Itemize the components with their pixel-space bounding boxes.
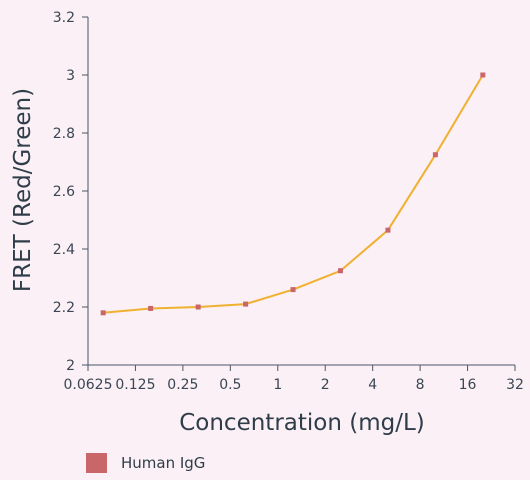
data-point (337, 268, 343, 274)
y-tick-label: 2 (66, 358, 75, 374)
y-axis-ticks: 2 2.2 2.4 2.6 2.8 3 3.2 (53, 10, 88, 374)
series-line (103, 74, 484, 314)
legend-swatch (86, 453, 107, 473)
x-tick-label: 1 (273, 377, 282, 393)
data-point (195, 304, 201, 310)
y-axis-title: FRET (Red/Green) (10, 88, 36, 292)
y-tick-label: 2.4 (53, 242, 75, 258)
x-axis-ticks: 0.0625 0.125 0.25 0.5 1 2 4 8 16 32 (64, 365, 524, 393)
data-point (243, 301, 249, 307)
x-tick-label: 2 (321, 377, 330, 393)
y-tick-label: 3.2 (53, 10, 75, 26)
x-tick-label: 16 (459, 377, 477, 393)
x-tick-label: 0.0625 (64, 377, 113, 393)
x-tick-label: 0.125 (115, 377, 155, 393)
y-tick-label: 2.8 (53, 126, 75, 142)
legend: Human IgG (86, 452, 205, 474)
x-tick-label: 4 (368, 377, 377, 393)
data-point (290, 287, 296, 293)
x-axis-title: Concentration (mg/L) (179, 410, 425, 436)
data-point (480, 72, 486, 78)
y-tick-label: 2.6 (53, 184, 75, 200)
x-tick-label: 8 (416, 377, 425, 393)
x-tick-label: 32 (506, 377, 524, 393)
x-tick-label: 0.5 (219, 377, 241, 393)
data-point (432, 152, 438, 158)
series-layer (100, 72, 486, 316)
axes (87, 17, 515, 366)
data-point (148, 305, 154, 311)
x-tick-label: 0.25 (167, 377, 198, 393)
y-tick-label: 3 (66, 68, 75, 84)
data-point (100, 310, 106, 316)
legend-label: Human IgG (121, 454, 206, 472)
data-point (385, 227, 391, 233)
y-tick-label: 2.2 (53, 300, 75, 316)
